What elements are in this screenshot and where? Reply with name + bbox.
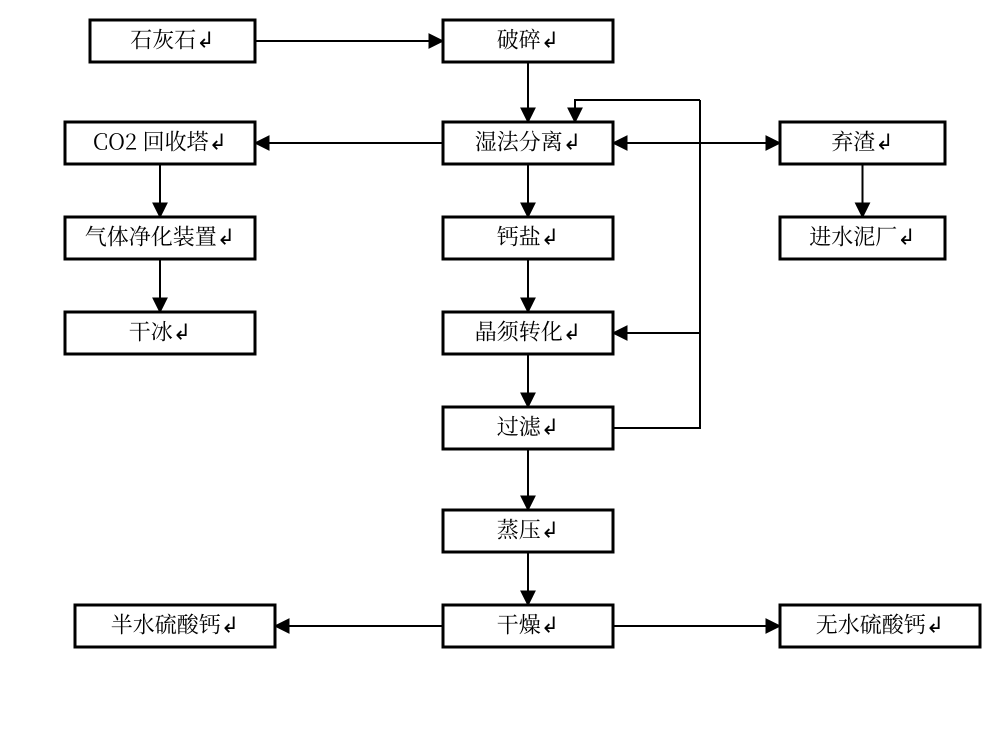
node-cement: 进水泥厂↲ [780, 217, 945, 259]
node-dryice-label: 干冰↲ [129, 316, 191, 347]
process-flowchart: 石灰石↲ 破碎↲ 湿法分离↲ CO2 回收塔↲ 弃渣↲ 气体净化装置↲ 钙盐↲ 进水泥厂↲ 干冰… [0, 0, 1000, 736]
node-filter: 过滤↲ [443, 407, 613, 449]
node-crush-label: 破碎↲ [497, 24, 559, 55]
node-steam-label: 蒸压↲ [497, 514, 559, 545]
node-hemi: 半水硫酸钙↲ [75, 605, 275, 647]
node-whisker-label: 晶须转化↲ [475, 316, 581, 347]
node-co2tower: CO2 回收塔↲ [65, 122, 255, 164]
node-steam: 蒸压↲ [443, 510, 613, 552]
node-anhyd-label: 无水硫酸钙↲ [816, 609, 944, 640]
node-whisker: 晶须转化↲ [443, 312, 613, 354]
node-gaspurify: 气体净化装置↲ [65, 217, 255, 259]
node-limestone-label: 石灰石↲ [130, 24, 214, 55]
node-waste-label: 弃渣↲ [831, 126, 893, 157]
node-crush: 破碎↲ [443, 20, 613, 62]
node-drying: 干燥↲ [443, 605, 613, 647]
node-gaspurify-label: 气体净化装置↲ [85, 221, 235, 252]
recycle-edge-1 [613, 100, 700, 428]
node-wetsep: 湿法分离↲ [443, 122, 613, 164]
node-anhyd: 无水硫酸钙↲ [780, 605, 980, 647]
node-hemi-label: 半水硫酸钙↲ [111, 609, 239, 640]
node-casalt: 钙盐↲ [443, 217, 613, 259]
node-wetsep-label: 湿法分离↲ [475, 126, 581, 157]
node-filter-label: 过滤↲ [497, 411, 559, 442]
node-waste: 弃渣↲ [780, 122, 945, 164]
node-limestone: 石灰石↲ [90, 20, 255, 62]
node-cement-label: 进水泥厂↲ [809, 221, 915, 252]
nodes-layer: 石灰石↲ 破碎↲ 湿法分离↲ CO2 回收塔↲ 弃渣↲ 气体净化装置↲ 钙盐↲ 进水泥厂↲ 干冰… [65, 20, 980, 647]
node-dryice: 干冰↲ [65, 312, 255, 354]
node-drying-label: 干燥↲ [497, 609, 559, 640]
node-co2tower-label: CO2 回收塔↲ [93, 126, 227, 157]
recycle-edge-0 [575, 100, 700, 122]
node-casalt-label: 钙盐↲ [497, 221, 559, 252]
